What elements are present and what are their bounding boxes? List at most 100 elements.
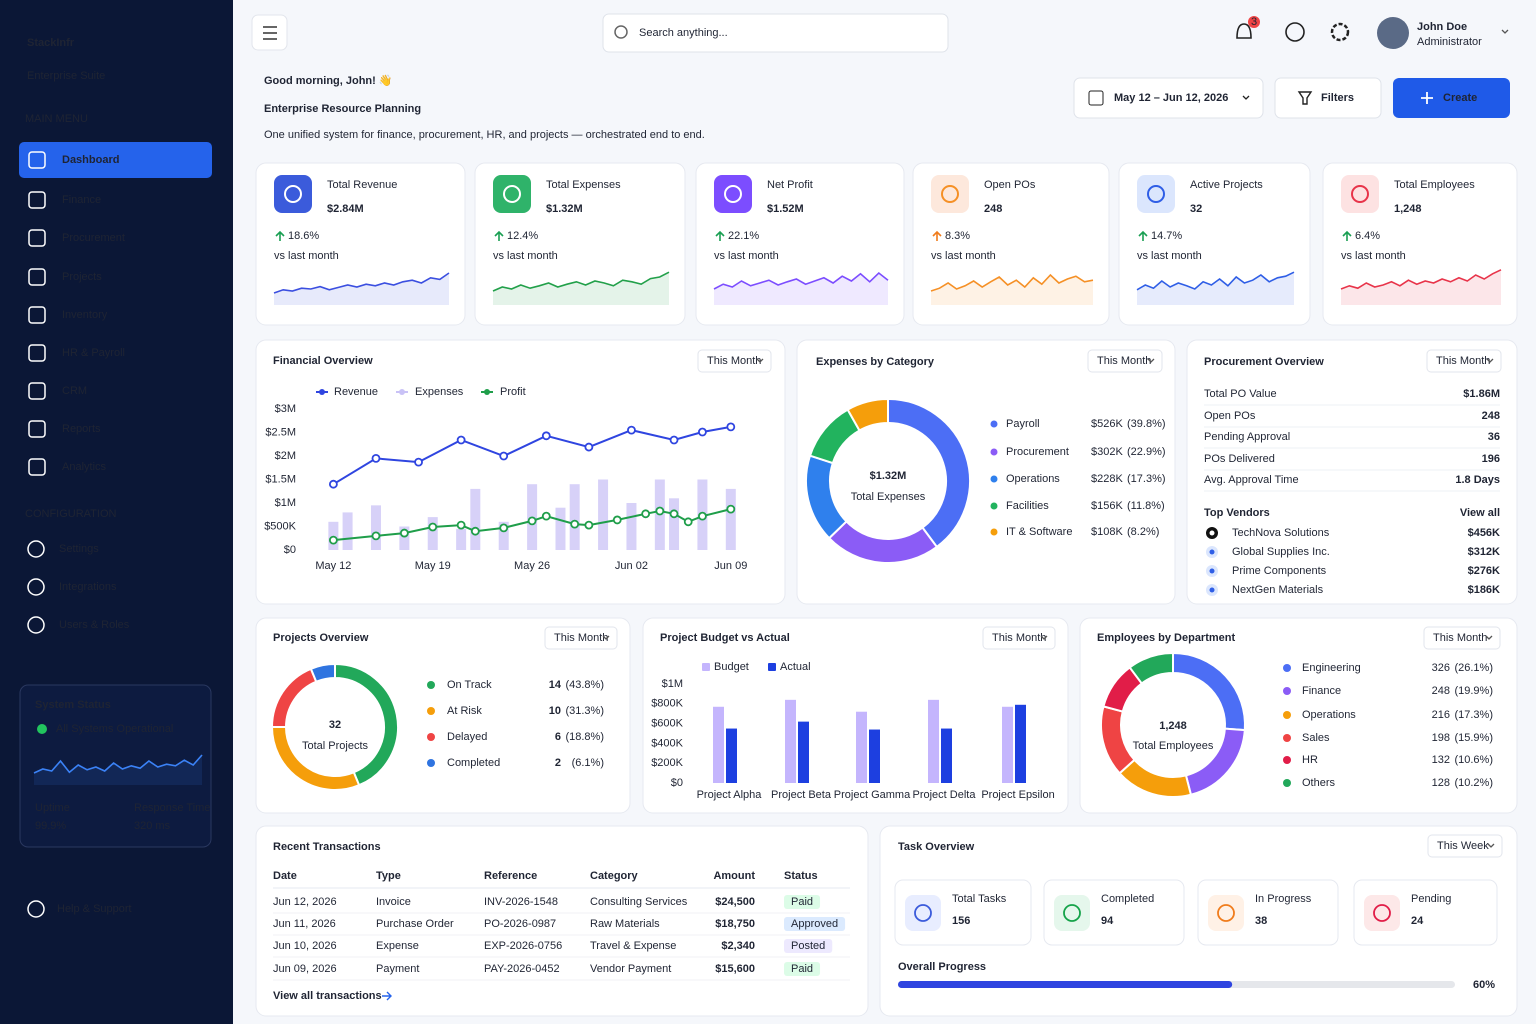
legend-label: Others <box>1302 777 1336 789</box>
status-title: System Status <box>35 699 111 711</box>
y-tick-label: $200K <box>651 757 683 769</box>
menu-item[interactable]: Finance <box>62 194 101 206</box>
card-title: Financial Overview <box>273 355 373 367</box>
help-icon[interactable] <box>1285 22 1305 42</box>
menu-icon <box>28 344 46 362</box>
period-dropdown[interactable] <box>544 626 618 650</box>
bell-icon[interactable] <box>1236 23 1252 39</box>
sparkline <box>930 273 1094 292</box>
series-point <box>726 422 736 432</box>
table-cell: $18,750 <box>715 918 755 930</box>
view-all-link[interactable]: View all transactions <box>273 990 382 1002</box>
series-point <box>584 520 594 530</box>
period-label[interactable]: This Month <box>707 355 761 367</box>
kpi-icon <box>931 175 969 213</box>
period-label[interactable]: This Month <box>1436 355 1490 367</box>
active-menu-item[interactable] <box>19 142 212 178</box>
legend-share: (15.9%) <box>1454 732 1493 744</box>
legend-label: Delayed <box>447 731 487 743</box>
page-subtitle: One unified system for finance, procurem… <box>264 129 705 141</box>
calendar-icon <box>1088 90 1104 106</box>
menu-item[interactable]: CRM <box>62 385 87 397</box>
progress-fill <box>898 981 1233 988</box>
date-range[interactable]: May 12 – Jun 12, 2026 <box>1114 92 1228 104</box>
legend-dot <box>990 475 998 483</box>
menu-item[interactable]: Procurement <box>62 232 125 244</box>
create-label[interactable]: Create <box>1443 92 1477 104</box>
series-point <box>399 528 409 538</box>
task-value: 156 <box>952 915 970 927</box>
period-dropdown[interactable] <box>697 349 772 373</box>
legend-dot <box>1283 779 1291 787</box>
period-dropdown[interactable] <box>1426 349 1502 373</box>
kpi-note: vs last month <box>1137 250 1202 262</box>
donut-segment <box>1128 651 1174 685</box>
series-point <box>698 427 707 437</box>
filter-icon <box>1297 91 1313 105</box>
legend-value: 216 <box>1432 709 1450 721</box>
kpi-change: 18.6% <box>288 230 319 242</box>
legend-label: At Risk <box>447 705 482 717</box>
series-point <box>541 511 551 521</box>
settings-icon[interactable] <box>1330 22 1350 42</box>
sparkline <box>33 754 203 774</box>
period-label[interactable]: This Week <box>1437 840 1489 852</box>
section-label: MAIN MENU <box>25 113 88 125</box>
legend-value: $526K <box>1091 418 1123 430</box>
menu-item[interactable]: Users & Roles <box>59 619 130 631</box>
period-label[interactable]: This Month <box>1433 632 1487 644</box>
table-cell: INV-2026-1548 <box>484 896 558 908</box>
menu-item[interactable]: Integrations <box>59 581 117 593</box>
notification-count: 3 <box>1251 16 1257 28</box>
menu-item[interactable]: Analytics <box>62 461 107 473</box>
date-range-button[interactable] <box>1073 77 1264 119</box>
brand-suite: Enterprise Suite <box>27 70 105 82</box>
period-dropdown[interactable] <box>1427 834 1503 858</box>
series-point <box>698 511 707 521</box>
expense-bar <box>370 505 381 550</box>
menu-item[interactable]: Reports <box>62 423 101 435</box>
period-label[interactable]: This Month <box>1097 355 1151 367</box>
series-point <box>428 522 438 532</box>
vendor-icon <box>1209 587 1215 593</box>
search-placeholder[interactable]: Search anything... <box>639 27 728 39</box>
search-box[interactable] <box>602 13 949 53</box>
kpi-note: vs last month <box>931 250 996 262</box>
filters-button[interactable] <box>1274 77 1382 119</box>
period-label[interactable]: This Month <box>992 632 1046 644</box>
legend-label: Revenue <box>334 386 378 398</box>
expense-bar <box>598 479 609 550</box>
legend-share: (19.9%) <box>1454 685 1493 697</box>
chevron-icon <box>1501 29 1509 34</box>
help-link[interactable]: Help & Support <box>57 903 132 915</box>
filters-label[interactable]: Filters <box>1321 92 1354 104</box>
menu-item[interactable]: HR & Payroll <box>62 347 125 359</box>
view-all-link[interactable]: View all <box>1460 507 1500 519</box>
expense-bar <box>569 484 580 550</box>
donut-center-value: 1,248 <box>1159 720 1187 732</box>
legend-value: 326 <box>1432 662 1450 674</box>
menu-item[interactable]: Inventory <box>62 309 108 321</box>
column-header: Category <box>590 870 639 882</box>
period-dropdown[interactable] <box>1087 349 1163 373</box>
kpi-label: Total Employees <box>1394 179 1475 191</box>
menu-item[interactable]: Settings <box>59 543 99 555</box>
legend-share: (43.8%) <box>565 679 604 691</box>
menu-icon <box>28 420 46 438</box>
section-title: Top Vendors <box>1204 507 1270 519</box>
x-tick-label: Project Delta <box>913 789 977 801</box>
menu-item[interactable]: Dashboard <box>62 154 119 166</box>
legend-label: Operations <box>1006 473 1060 485</box>
legend-value: $302K <box>1091 446 1123 458</box>
vendor-name: Prime Components <box>1232 565 1327 577</box>
table-cell: Jun 10, 2026 <box>273 940 337 952</box>
menu-item[interactable]: Projects <box>62 271 102 283</box>
legend-dot <box>1283 711 1291 719</box>
create-button[interactable] <box>1393 78 1510 118</box>
period-dropdown[interactable] <box>982 626 1056 650</box>
period-dropdown[interactable] <box>1423 626 1501 650</box>
sparkline <box>713 271 889 290</box>
period-label[interactable]: This Month <box>554 632 608 644</box>
progress-label: Overall Progress <box>898 961 986 973</box>
legend-label: HR <box>1302 754 1318 766</box>
